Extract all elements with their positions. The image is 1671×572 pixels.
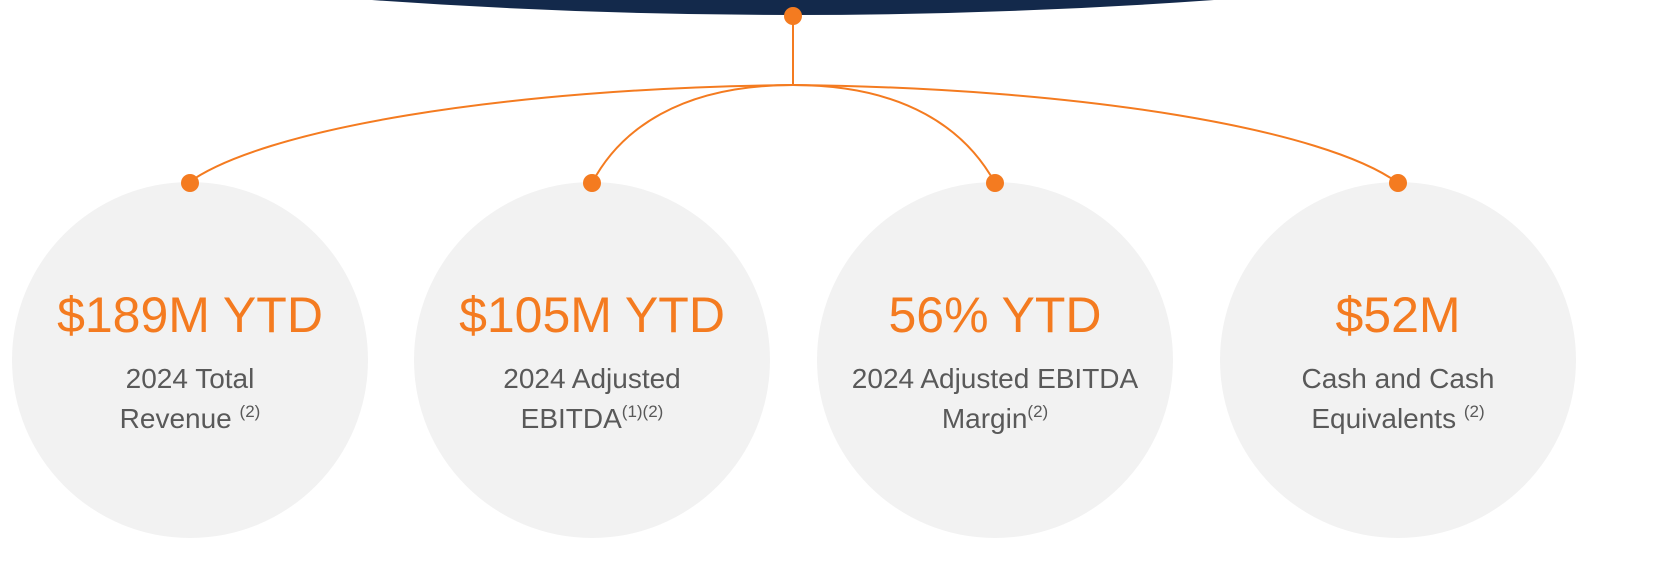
metric-value: $189M YTD <box>57 287 323 343</box>
metric-circle <box>414 182 770 538</box>
metric-label: Revenue (2) <box>120 402 261 434</box>
label-text: 2024 Adjusted <box>503 363 681 394</box>
metric-value: $52M <box>1335 287 1460 343</box>
metric-label: 2024 Adjusted <box>503 363 681 394</box>
label-text: Margin <box>942 403 1028 434</box>
spacer <box>1456 403 1464 434</box>
metric-circle <box>12 182 368 538</box>
spacer <box>232 403 240 434</box>
label-text: 2024 Total <box>126 363 255 394</box>
label-text: Equivalents <box>1311 403 1456 434</box>
hub-dot <box>784 7 802 25</box>
node-dot <box>986 174 1004 192</box>
metric-value: 56% YTD <box>888 287 1101 343</box>
metric-label: 2024 Adjusted EBITDA <box>852 363 1139 394</box>
footnote-ref: (2) <box>1027 402 1048 421</box>
metric-value: $105M YTD <box>459 287 725 343</box>
label-text: Revenue <box>120 403 232 434</box>
label-text: Cash and Cash <box>1301 363 1494 394</box>
metric-label: Margin(2) <box>942 402 1048 434</box>
connector <box>792 84 1399 184</box>
metric-label: EBITDA(1)(2) <box>521 402 664 434</box>
items: $189M YTD 2024 Total Revenue (2) $105M YTD 2… <box>57 174 1495 434</box>
circles <box>12 182 1576 538</box>
connectors <box>187 16 1399 184</box>
footnote-ref: (2) <box>1464 402 1485 421</box>
node-dot <box>583 174 601 192</box>
connector <box>591 84 794 184</box>
metric-circle <box>817 182 1173 538</box>
label-text: EBITDA <box>521 403 622 434</box>
metric-label: Equivalents (2) <box>1311 402 1484 434</box>
footnote-ref: (2) <box>240 402 261 421</box>
metric-circle <box>1220 182 1576 538</box>
metric-label: Cash and Cash <box>1301 363 1494 394</box>
node-dot <box>181 174 199 192</box>
label-text: 2024 Adjusted EBITDA <box>852 363 1139 394</box>
footnote-ref: (1)(2) <box>622 402 664 421</box>
node-dot <box>1389 174 1407 192</box>
metric-label: 2024 Total <box>126 363 255 394</box>
connector <box>187 84 794 184</box>
connector <box>792 84 996 184</box>
